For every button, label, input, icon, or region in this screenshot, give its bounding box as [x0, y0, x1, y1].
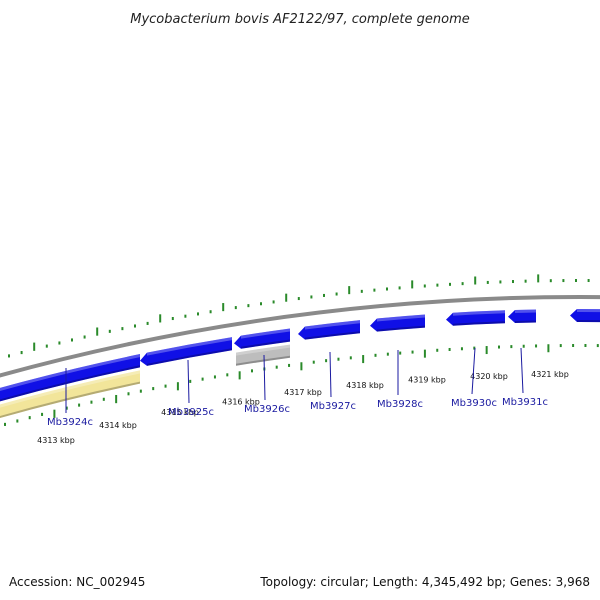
- gene-leader-line: [263, 354, 266, 401]
- gene-shadow: [305, 331, 360, 340]
- accession-label: Accession: NC_002945: [9, 575, 145, 589]
- gene-shadow: [241, 339, 290, 349]
- genome-summary: Topology: circular; Length: 4,345,492 bp…: [259, 575, 590, 589]
- gene-leader-line: [471, 347, 476, 395]
- gene-label-Mb3931c[interactable]: Mb3931c: [502, 397, 548, 408]
- gene-shadow: [515, 320, 536, 323]
- gene-label-Mb3927c[interactable]: Mb3927c: [310, 401, 356, 412]
- gene-track: [0, 309, 600, 419]
- gene-shadow: [0, 381, 140, 419]
- gene-block-Mb3927c: [298, 320, 360, 340]
- gene-block-Mb3930c: [446, 310, 505, 326]
- gene-highlight: [515, 309, 536, 313]
- gene-highlight: [236, 344, 290, 356]
- gene-highlight: [0, 370, 140, 408]
- gene-block-Mb3926c: [234, 328, 290, 349]
- gene-label-Mb3925c[interactable]: Mb3925c: [168, 407, 214, 418]
- scale-label: 4315 kbp: [161, 408, 199, 417]
- gene-labels: Mb3924c Mb3925c Mb3926c Mb3927c Mb3928c Mb393…: [47, 347, 548, 428]
- gene-highlight: [577, 309, 600, 313]
- scale-label: 4321 kbp: [531, 370, 569, 379]
- gene-block-next: [570, 309, 600, 323]
- scale-label: 4319 kbp: [408, 376, 446, 385]
- scale-label: 4313 kbp: [37, 436, 75, 445]
- gene-leader-line: [520, 347, 524, 394]
- map-title: Mycobacterium bovis AF2122/97, complete …: [130, 12, 469, 27]
- gene-block-Mb3931c: [508, 309, 536, 323]
- feature-block-yellow: [0, 370, 140, 419]
- gene-shadow: [377, 325, 425, 332]
- scale-label: 4316 kbp: [222, 397, 260, 406]
- scale-label: 4317 kbp: [284, 388, 322, 397]
- scale-label: 4318 kbp: [346, 381, 384, 390]
- outer-tick-track: [8, 274, 590, 358]
- gene-highlight: [0, 354, 140, 392]
- gene-block-Mb3925c: [140, 337, 232, 366]
- gene-highlight: [305, 320, 360, 330]
- gene-label-Mb3928c[interactable]: Mb3928c: [377, 399, 423, 410]
- gene-leader-line: [187, 359, 190, 404]
- feature-block-grey: [236, 344, 290, 366]
- gene-highlight: [147, 337, 232, 356]
- gene-block-Mb3928c: [370, 314, 425, 332]
- gene-shadow: [147, 348, 232, 366]
- gene-shadow: [453, 321, 505, 326]
- gene-shadow: [577, 319, 600, 323]
- scale-labels: 4313 kbp 4314 kbp 4315 kbp 4316 kbp 4317 kbp…: [37, 370, 569, 445]
- gene-highlight: [377, 314, 425, 322]
- gene-block-Mb3924c: [0, 354, 140, 402]
- scale-label: 4320 kbp: [470, 372, 508, 381]
- gene-label-Mb3924c[interactable]: Mb3924c: [47, 417, 93, 428]
- gene-shadow: [0, 365, 140, 402]
- gene-shadow: [236, 355, 290, 366]
- scale-label: 4314 kbp: [99, 421, 137, 430]
- inner-tick-track: [4, 344, 599, 426]
- gene-leader-line: [329, 351, 332, 398]
- gene-label-Mb3930c[interactable]: Mb3930c: [451, 398, 497, 409]
- gene-highlight: [453, 310, 505, 316]
- gene-highlight: [241, 328, 290, 339]
- gene-label-Mb3926c[interactable]: Mb3926c: [244, 404, 290, 415]
